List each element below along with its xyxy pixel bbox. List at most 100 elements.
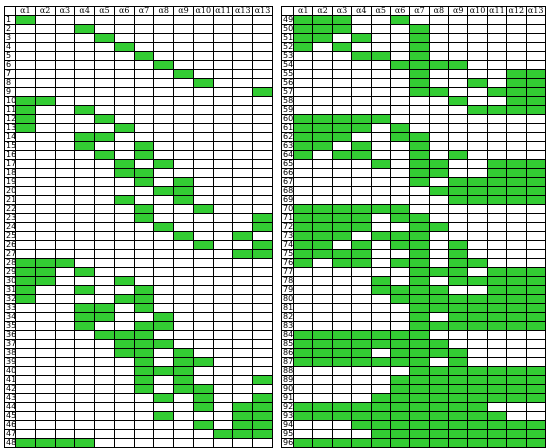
empty-cell bbox=[153, 15, 175, 25]
filled-cell bbox=[506, 312, 527, 322]
filled-cell bbox=[486, 285, 508, 295]
empty-cell bbox=[173, 78, 194, 88]
empty-cell bbox=[370, 312, 391, 322]
empty-cell bbox=[94, 186, 115, 196]
filled-cell bbox=[351, 411, 372, 421]
empty-cell bbox=[292, 312, 314, 322]
empty-cell bbox=[331, 105, 353, 115]
empty-cell bbox=[525, 402, 546, 412]
empty-cell bbox=[447, 123, 469, 133]
row-label: 15 bbox=[4, 141, 16, 151]
filled-cell bbox=[351, 33, 372, 43]
filled-cell bbox=[74, 438, 96, 448]
filled-cell bbox=[486, 276, 508, 286]
empty-cell bbox=[447, 105, 469, 115]
filled-cell bbox=[428, 87, 450, 97]
row-label: 69 bbox=[281, 195, 294, 205]
filled-cell bbox=[192, 393, 214, 403]
empty-cell bbox=[15, 348, 36, 358]
row-label: 82 bbox=[281, 312, 294, 322]
empty-cell bbox=[525, 213, 546, 223]
empty-cell bbox=[447, 168, 469, 178]
filled-cell bbox=[370, 339, 391, 349]
empty-cell bbox=[506, 231, 527, 241]
empty-cell bbox=[153, 177, 175, 187]
empty-cell bbox=[312, 195, 333, 205]
filled-cell bbox=[292, 150, 314, 160]
empty-cell bbox=[389, 114, 411, 124]
row-label: 3 bbox=[4, 33, 16, 43]
row-label: 4 bbox=[4, 42, 16, 52]
empty-cell bbox=[74, 204, 96, 214]
filled-cell bbox=[331, 438, 353, 448]
filled-cell bbox=[74, 24, 96, 34]
filled-cell bbox=[409, 267, 430, 277]
filled-cell bbox=[389, 231, 411, 241]
empty-cell bbox=[133, 78, 155, 88]
filled-cell bbox=[409, 438, 430, 448]
empty-cell bbox=[54, 393, 76, 403]
filled-cell bbox=[331, 222, 353, 232]
empty-cell bbox=[15, 330, 36, 340]
empty-cell bbox=[94, 420, 115, 430]
filled-cell bbox=[133, 204, 155, 214]
empty-cell bbox=[486, 141, 508, 151]
empty-cell bbox=[94, 384, 115, 394]
empty-cell bbox=[192, 15, 214, 25]
filled-cell bbox=[173, 375, 194, 385]
empty-cell bbox=[74, 411, 96, 421]
empty-cell bbox=[173, 303, 194, 313]
empty-cell bbox=[153, 150, 175, 160]
empty-cell bbox=[525, 240, 546, 250]
empty-cell bbox=[94, 42, 115, 52]
empty-cell bbox=[389, 159, 411, 169]
table-row: 30 bbox=[4, 276, 273, 286]
empty-cell bbox=[34, 240, 56, 250]
empty-cell bbox=[212, 186, 234, 196]
empty-cell bbox=[212, 240, 234, 250]
row-label: 57 bbox=[281, 87, 294, 97]
filled-cell bbox=[292, 330, 314, 340]
row-label: 11 bbox=[4, 105, 16, 115]
column-header: α5 bbox=[370, 6, 391, 16]
empty-cell bbox=[232, 393, 254, 403]
empty-cell bbox=[54, 114, 76, 124]
empty-cell bbox=[232, 69, 254, 79]
empty-cell bbox=[252, 204, 273, 214]
empty-cell bbox=[232, 51, 254, 61]
table-row: 14 bbox=[4, 132, 273, 142]
row-label: 79 bbox=[281, 285, 294, 295]
row-label: 34 bbox=[4, 312, 16, 322]
empty-cell bbox=[447, 78, 469, 88]
filled-cell bbox=[15, 105, 36, 115]
empty-cell bbox=[192, 339, 214, 349]
empty-cell bbox=[173, 240, 194, 250]
empty-cell bbox=[54, 168, 76, 178]
empty-cell bbox=[409, 114, 430, 124]
empty-cell bbox=[506, 330, 527, 340]
empty-cell bbox=[74, 87, 96, 97]
row-label: 18 bbox=[4, 168, 16, 178]
column-header: α8 bbox=[153, 6, 175, 16]
empty-cell bbox=[212, 51, 234, 61]
empty-cell bbox=[74, 195, 96, 205]
empty-cell bbox=[113, 177, 135, 187]
empty-cell bbox=[525, 114, 546, 124]
filled-cell bbox=[486, 411, 508, 421]
filled-cell bbox=[312, 141, 333, 151]
empty-cell bbox=[232, 222, 254, 232]
empty-cell bbox=[331, 33, 353, 43]
empty-cell bbox=[447, 51, 469, 61]
empty-cell bbox=[370, 321, 391, 331]
empty-cell bbox=[486, 24, 508, 34]
empty-cell bbox=[192, 303, 214, 313]
filled-cell bbox=[467, 105, 488, 115]
empty-cell bbox=[212, 375, 234, 385]
empty-cell bbox=[292, 393, 314, 403]
empty-cell bbox=[113, 96, 135, 106]
empty-cell bbox=[34, 42, 56, 52]
filled-cell bbox=[389, 60, 411, 70]
empty-cell bbox=[173, 96, 194, 106]
filled-cell bbox=[312, 132, 333, 142]
empty-cell bbox=[54, 321, 76, 331]
